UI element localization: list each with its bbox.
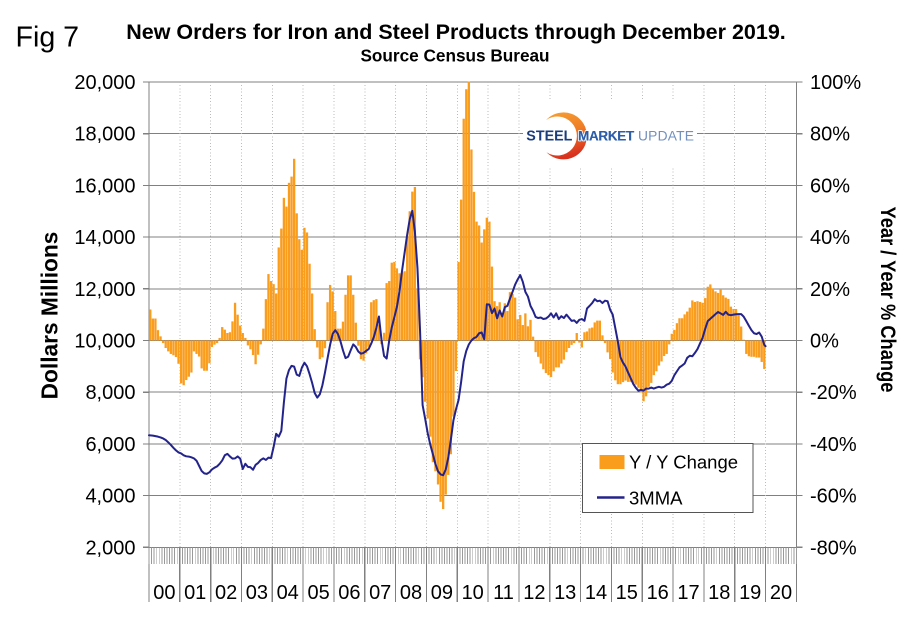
- svg-text:2,000: 2,000: [85, 537, 135, 559]
- svg-text:100%: 100%: [810, 72, 861, 94]
- svg-text:00: 00: [153, 582, 175, 604]
- svg-text:Source Census Bureau: Source Census Bureau: [360, 46, 549, 66]
- svg-text:20: 20: [770, 582, 792, 604]
- svg-text:8,000: 8,000: [85, 382, 135, 404]
- svg-text:12,000: 12,000: [74, 279, 135, 301]
- svg-text:13: 13: [554, 582, 576, 604]
- svg-text:UPDATE: UPDATE: [638, 129, 694, 144]
- svg-text:20%: 20%: [810, 279, 850, 301]
- svg-text:-80%: -80%: [810, 537, 857, 559]
- svg-text:16: 16: [647, 582, 669, 604]
- svg-text:60%: 60%: [810, 175, 850, 197]
- svg-text:-60%: -60%: [810, 486, 857, 508]
- svg-text:14,000: 14,000: [74, 227, 135, 249]
- svg-text:12: 12: [523, 582, 545, 604]
- svg-text:10: 10: [462, 582, 484, 604]
- svg-text:07: 07: [369, 582, 391, 604]
- svg-text:06: 06: [338, 582, 360, 604]
- svg-text:03: 03: [246, 582, 268, 604]
- svg-text:02: 02: [215, 582, 237, 604]
- svg-text:16,000: 16,000: [74, 175, 135, 197]
- svg-text:Dollars Millions: Dollars Millions: [37, 232, 63, 400]
- svg-text:MARKET: MARKET: [578, 129, 635, 144]
- svg-text:10,000: 10,000: [74, 331, 135, 353]
- svg-text:18,000: 18,000: [74, 124, 135, 146]
- svg-text:STEEL: STEEL: [526, 129, 572, 145]
- svg-text:11: 11: [493, 582, 514, 604]
- svg-text:14: 14: [585, 582, 607, 604]
- svg-text:20,000: 20,000: [74, 72, 135, 94]
- svg-text:Fig 7: Fig 7: [16, 22, 80, 54]
- svg-text:01: 01: [184, 582, 206, 604]
- svg-text:05: 05: [307, 582, 329, 604]
- svg-text:Y / Y Change: Y / Y Change: [629, 452, 738, 473]
- svg-text:40%: 40%: [810, 227, 850, 249]
- svg-text:0%: 0%: [810, 331, 839, 353]
- svg-text:15: 15: [616, 582, 638, 604]
- svg-text:Year / Year % Change: Year / Year % Change: [876, 207, 899, 393]
- svg-text:80%: 80%: [810, 124, 850, 146]
- svg-text:6,000: 6,000: [85, 434, 135, 456]
- svg-text:17: 17: [677, 582, 699, 604]
- svg-text:19: 19: [739, 582, 761, 604]
- svg-text:MARKET: MARKET: [578, 129, 635, 144]
- svg-text:-20%: -20%: [810, 382, 857, 404]
- svg-text:04: 04: [277, 582, 299, 604]
- svg-text:09: 09: [431, 582, 453, 604]
- svg-text:4,000: 4,000: [85, 486, 135, 508]
- svg-text:18: 18: [708, 582, 730, 604]
- svg-text:-40%: -40%: [810, 434, 857, 456]
- svg-text:3MMA: 3MMA: [629, 488, 683, 509]
- svg-text:08: 08: [400, 582, 422, 604]
- svg-text:New Orders for Iron and Steel: New Orders for Iron and Steel Products t…: [126, 20, 786, 44]
